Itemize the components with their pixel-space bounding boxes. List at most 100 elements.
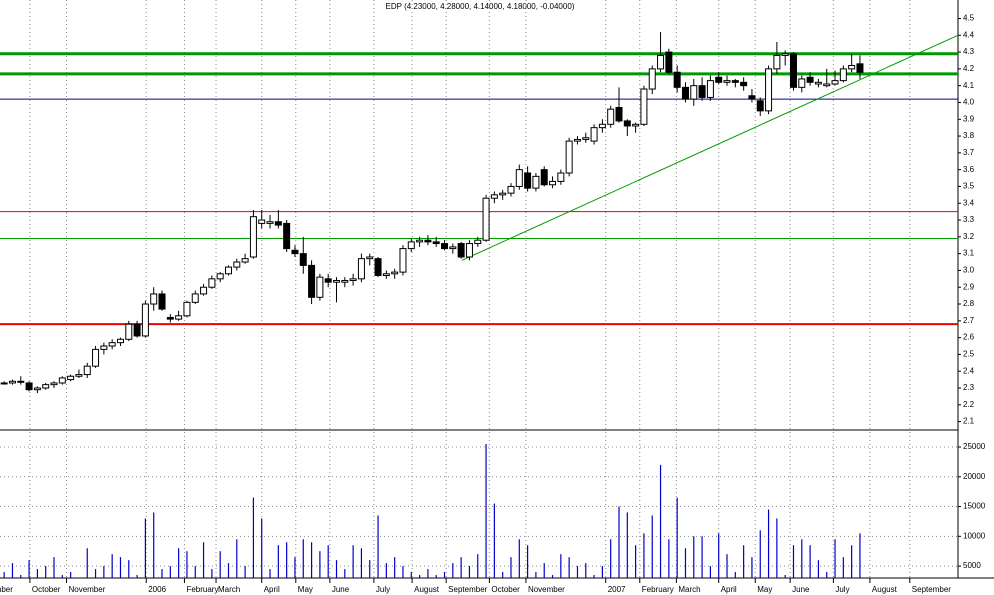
candle-body xyxy=(0,382,8,385)
candle-body xyxy=(92,348,100,367)
candle-body xyxy=(341,280,349,283)
candle-body xyxy=(590,127,598,142)
candle-body xyxy=(474,239,482,245)
candle-body xyxy=(175,315,183,320)
y-tick-label: 4.0 xyxy=(963,98,975,107)
candle-body xyxy=(75,374,83,377)
candle-body xyxy=(582,137,590,140)
candle-body xyxy=(249,216,257,258)
volume-tick-label: 15000 xyxy=(963,502,986,511)
candle-body xyxy=(17,380,25,383)
x-tick-label: May xyxy=(757,585,772,594)
candle-body xyxy=(391,271,399,275)
candle-body xyxy=(499,192,507,196)
candle-body xyxy=(740,81,748,87)
x-tick-label: May xyxy=(298,585,313,594)
y-tick-label: 3.3 xyxy=(963,215,975,224)
y-tick-label: 2.7 xyxy=(963,316,975,325)
x-tick-label: 2006 xyxy=(148,585,166,594)
candle-body xyxy=(623,120,631,127)
x-tick-label: February xyxy=(186,585,218,594)
candle-body xyxy=(407,241,415,250)
candle-body xyxy=(183,301,191,317)
candle-body xyxy=(166,316,174,320)
candle-body xyxy=(357,258,365,280)
candle-body xyxy=(241,258,249,263)
candle-body xyxy=(25,382,33,391)
candle-body xyxy=(274,221,282,226)
x-tick-label: March xyxy=(678,585,700,594)
candle-body xyxy=(848,65,856,70)
chart-title: EDP (4.23000, 4.28000, 4.14000, 4.18000,… xyxy=(386,2,575,11)
candle-body xyxy=(125,323,133,340)
candle-body xyxy=(374,258,382,276)
candle-body xyxy=(116,338,124,344)
candle-body xyxy=(366,256,374,260)
candle-body xyxy=(133,323,141,337)
volume-tick-label: 10000 xyxy=(963,531,986,540)
candle-body xyxy=(42,384,50,389)
candle-body xyxy=(208,278,216,288)
candle-body xyxy=(382,273,390,276)
candle-body xyxy=(449,246,457,250)
candle-body xyxy=(416,239,424,243)
candle-body xyxy=(291,249,299,255)
y-tick-label: 3.4 xyxy=(963,198,975,207)
x-tick-label: April xyxy=(264,585,280,594)
candle-body xyxy=(424,239,432,243)
y-tick-label: 4.4 xyxy=(963,30,975,39)
candle-body xyxy=(524,172,532,189)
candle-body xyxy=(200,286,208,295)
candle-body xyxy=(233,261,241,268)
candle-body xyxy=(457,243,465,258)
candle-body xyxy=(532,175,540,189)
x-tick-label: November xyxy=(528,585,565,594)
y-tick-label: 4.3 xyxy=(963,47,975,56)
y-tick-label: 2.6 xyxy=(963,333,975,342)
candle-body xyxy=(441,243,449,250)
y-tick-label: 4.2 xyxy=(963,64,975,73)
y-tick-label: 2.8 xyxy=(963,299,975,308)
candle-body xyxy=(141,303,149,337)
candle-body xyxy=(224,266,232,275)
x-tick-label: October xyxy=(491,585,520,594)
candle-body xyxy=(565,140,573,174)
candle-body xyxy=(283,222,291,250)
candle-body xyxy=(648,68,656,90)
candle-body xyxy=(798,78,806,88)
candle-body xyxy=(108,342,116,347)
candle-body xyxy=(715,76,723,83)
trendline xyxy=(461,34,959,261)
candle-body xyxy=(748,95,756,100)
candle-body xyxy=(549,180,557,186)
candle-body xyxy=(482,197,490,241)
candle-body xyxy=(557,172,565,182)
candle-body xyxy=(399,248,407,273)
candle-body xyxy=(266,221,274,224)
y-tick-label: 3.6 xyxy=(963,165,975,174)
candle-body xyxy=(690,85,698,100)
x-tick-label: April xyxy=(721,585,737,594)
candle-body xyxy=(839,68,847,82)
candle-body xyxy=(540,169,548,186)
volume-tick-label: 5000 xyxy=(963,561,981,570)
candle-body xyxy=(665,51,673,73)
x-tick-label: July xyxy=(376,585,390,594)
candle-body xyxy=(773,54,781,70)
y-tick-label: 2.1 xyxy=(963,417,975,426)
candle-body xyxy=(490,194,498,199)
candle-body xyxy=(100,345,108,350)
candle-body xyxy=(333,280,341,283)
candle-body xyxy=(316,276,324,298)
x-tick-label: June xyxy=(332,585,350,594)
candle-body xyxy=(698,85,706,98)
candle-body xyxy=(607,108,615,125)
y-tick-label: 3.5 xyxy=(963,182,975,191)
candle-body xyxy=(258,219,266,224)
y-tick-label: 2.2 xyxy=(963,400,975,409)
candle-body xyxy=(50,382,58,386)
candle-body xyxy=(681,86,689,100)
candle-body xyxy=(781,53,789,56)
candle-body xyxy=(158,293,166,310)
